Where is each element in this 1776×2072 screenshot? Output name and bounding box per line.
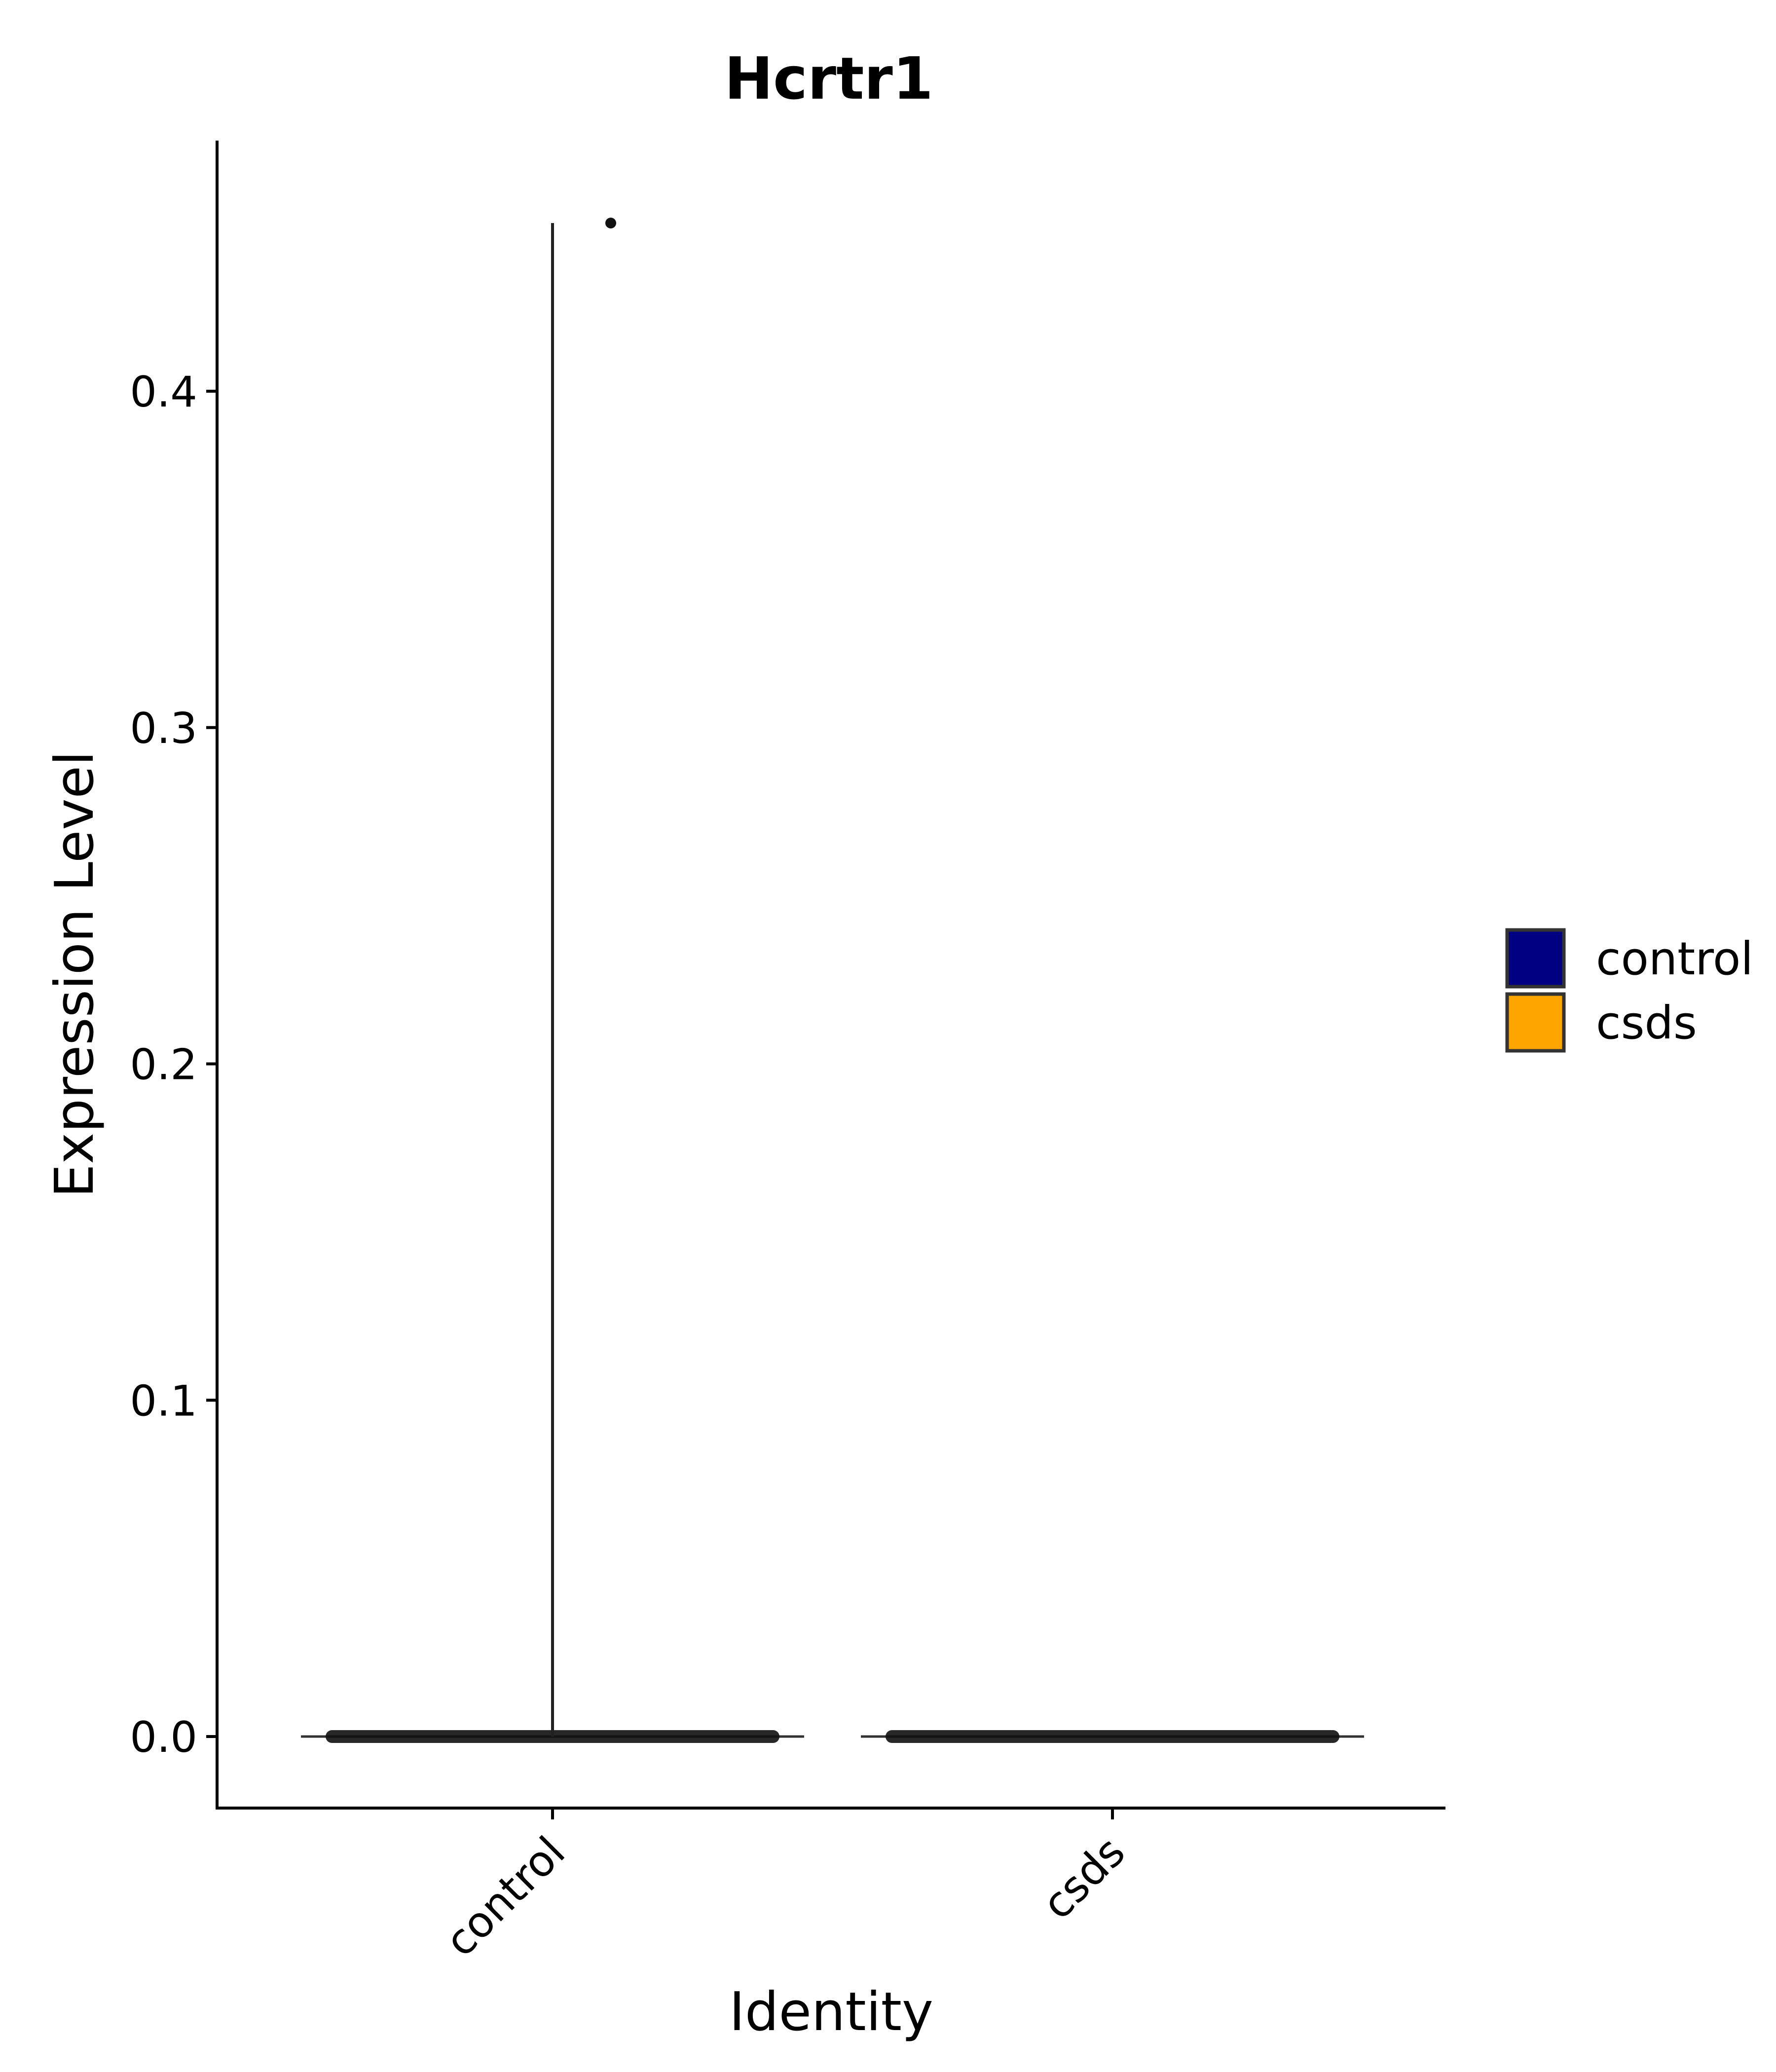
plot-area — [301, 218, 1364, 1743]
legend-label-csds: csds — [1596, 997, 1697, 1049]
y-tick-label: 0.0 — [130, 1713, 197, 1762]
x-axis-ticks: control csds — [436, 1808, 1135, 1966]
y-axis-ticks: 0.0 0.1 0.2 0.3 0.4 — [130, 368, 217, 1762]
y-tick-label: 0.4 — [130, 368, 197, 417]
outlier-point — [605, 218, 616, 229]
legend: control csds — [1505, 928, 1753, 1053]
legend-label-control: control — [1596, 932, 1753, 985]
y-axis-label: Expression Level — [44, 751, 106, 1198]
x-axis-label: Identity — [729, 1981, 933, 2043]
y-tick-label: 0.3 — [130, 704, 197, 753]
legend-swatch-control — [1505, 928, 1566, 989]
y-tick-label: 0.1 — [130, 1376, 197, 1426]
x-tick-label: control — [436, 1827, 575, 1966]
points-csds — [886, 1730, 1339, 1743]
y-tick-label: 0.2 — [130, 1040, 197, 1090]
legend-swatch-csds — [1505, 992, 1566, 1053]
chart-title: Hcrtr1 — [724, 44, 933, 112]
x-tick-label: csds — [1033, 1827, 1135, 1929]
